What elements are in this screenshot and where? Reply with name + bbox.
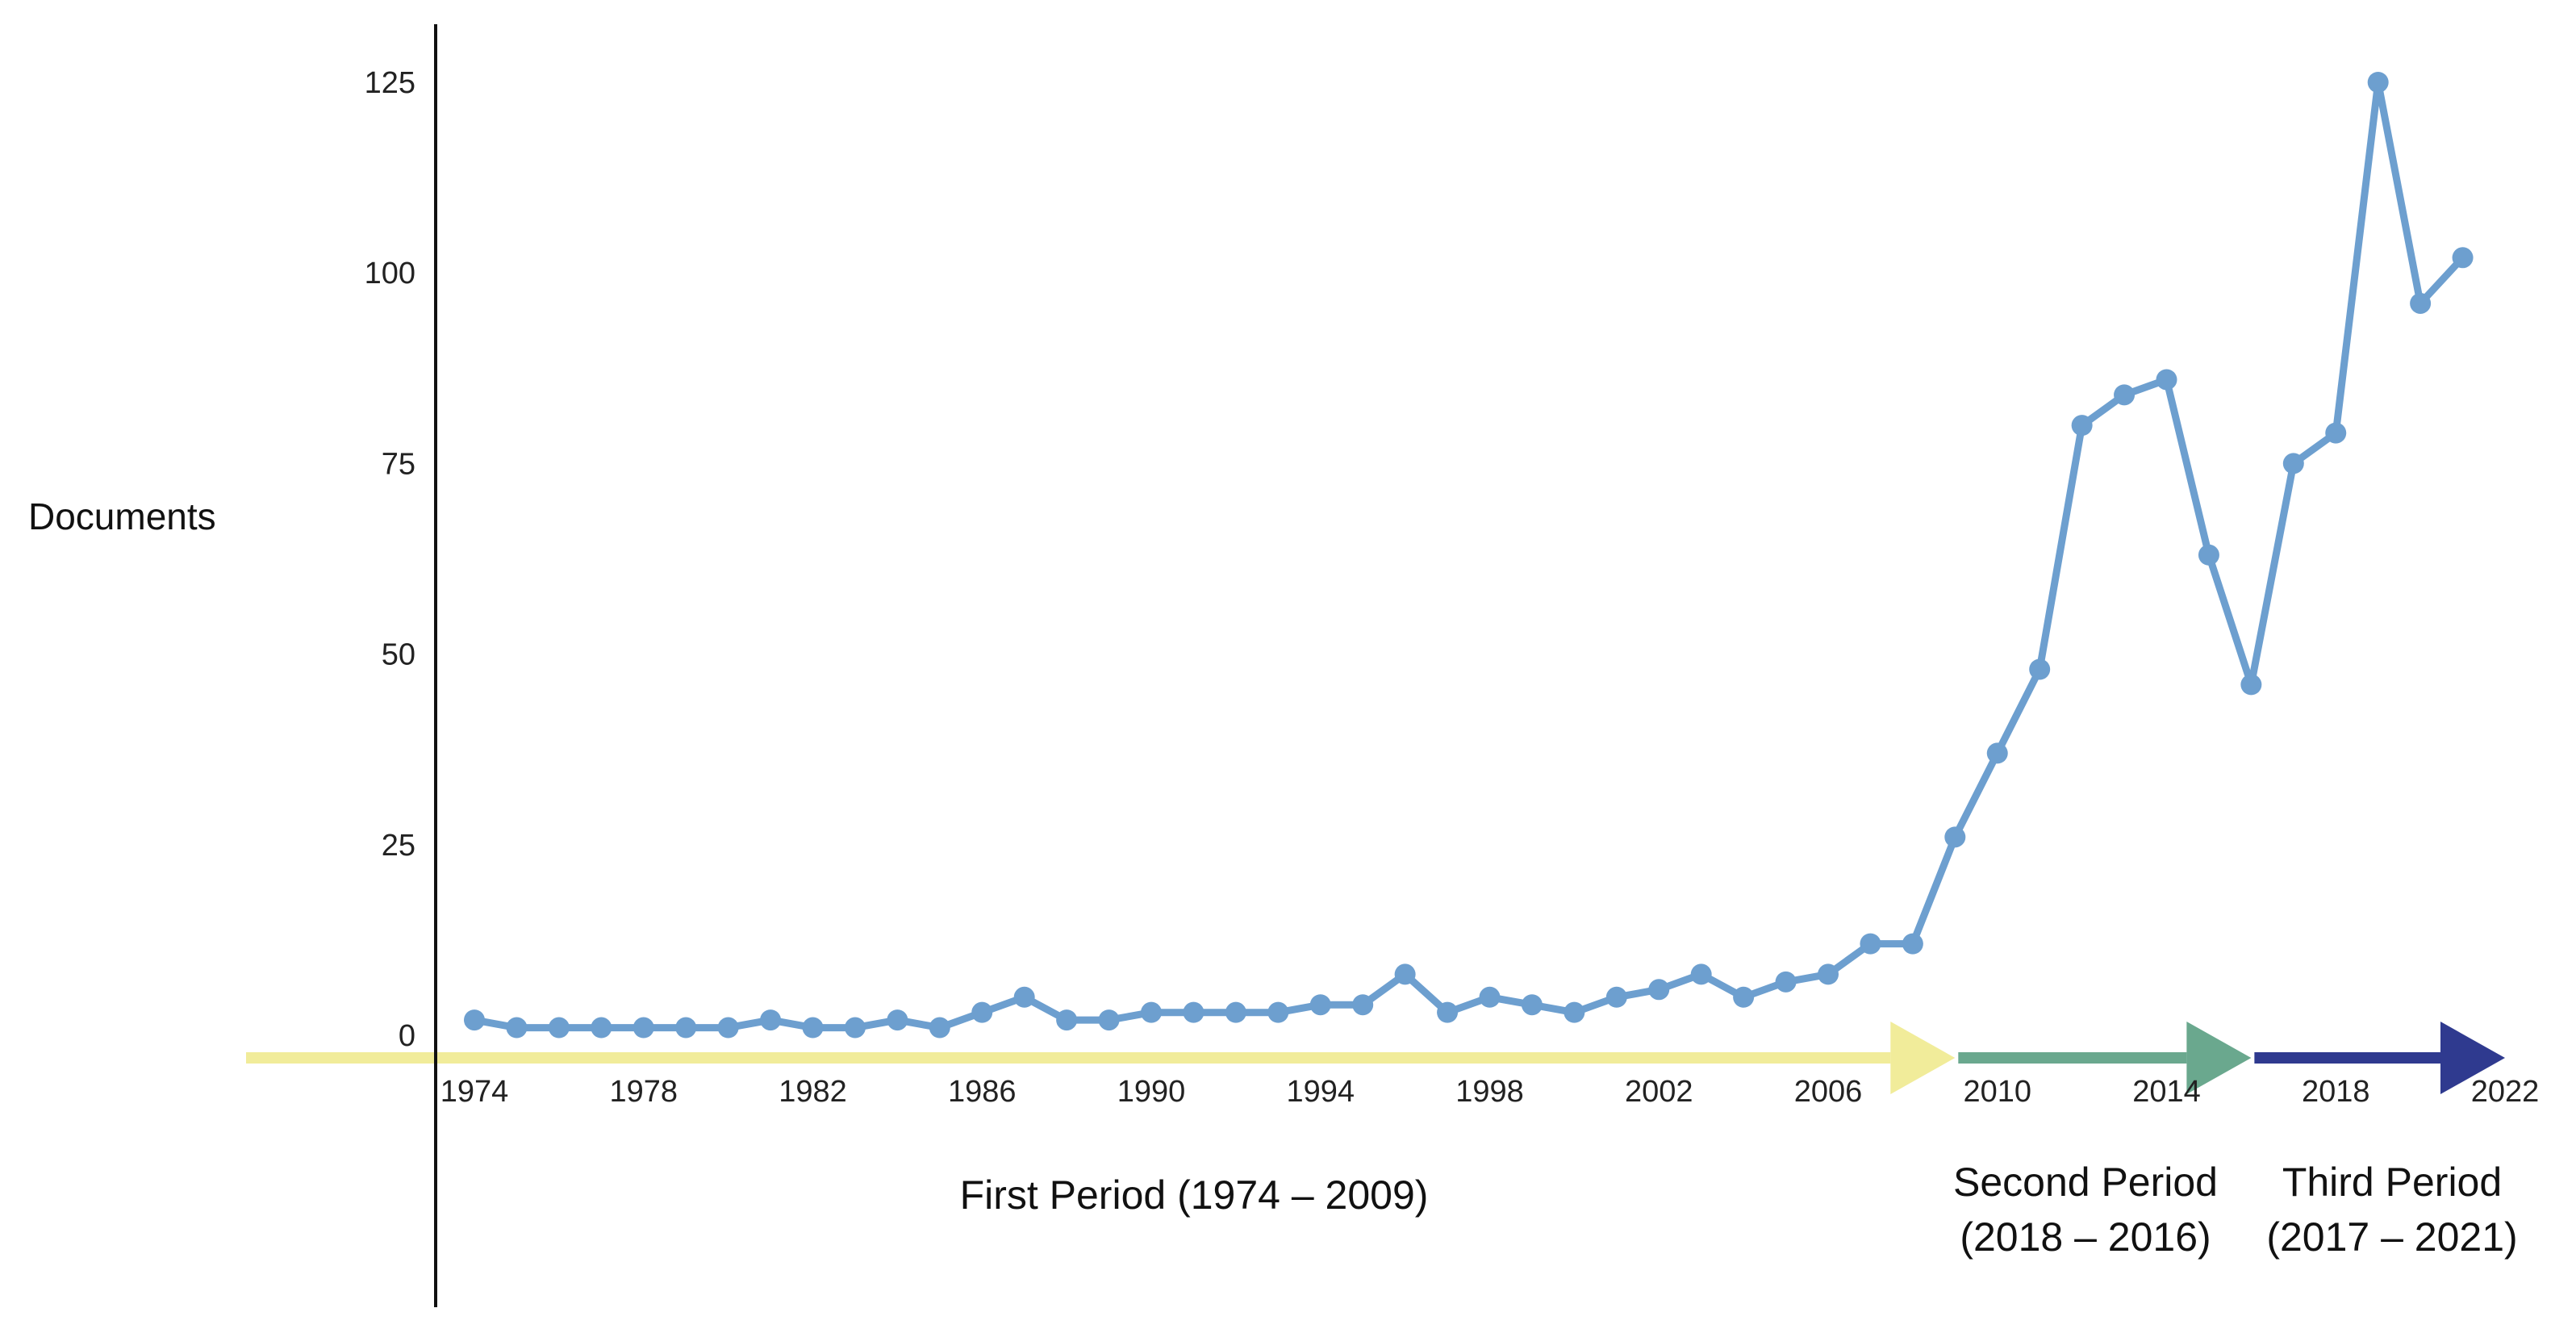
- data-point: [1860, 933, 1881, 955]
- x-tick-label: 2006: [1794, 1075, 1863, 1109]
- x-tick-label: 1974: [440, 1075, 509, 1109]
- x-tick-label: 1990: [1117, 1075, 1186, 1109]
- second-period-range: (2018 – 2016): [1960, 1214, 2211, 1260]
- x-tick-label: 2014: [2132, 1075, 2201, 1109]
- data-point: [1605, 986, 1627, 1008]
- series-layer: [464, 72, 2474, 1039]
- y-tick-label: 0: [399, 1019, 415, 1053]
- second-period-label: Second Period: [1953, 1160, 2218, 1205]
- data-point: [2410, 292, 2432, 314]
- data-point: [2198, 544, 2219, 566]
- labels-layer: Documents First Period (1974 – 2009) Sec…: [28, 495, 2518, 1260]
- y-tick-label: 125: [365, 66, 415, 100]
- period-3-arrowhead: [2440, 1022, 2505, 1094]
- data-point: [2367, 72, 2389, 93]
- data-point: [844, 1017, 866, 1039]
- x-tick-label: 1986: [948, 1075, 1017, 1109]
- x-tick-label: 2018: [2302, 1075, 2370, 1109]
- x-tick-label: 2010: [1963, 1075, 2031, 1109]
- data-point: [1479, 986, 1501, 1008]
- x-tick-label: 2002: [1625, 1075, 1693, 1109]
- series-line: [470, 78, 2467, 1032]
- first-period-label: First Period (1974 – 2009): [960, 1172, 1429, 1218]
- period-2-arrowhead: [2186, 1022, 2252, 1094]
- data-point: [2071, 415, 2093, 437]
- period-1-bar: [246, 1052, 1891, 1064]
- data-point: [1056, 1009, 1078, 1031]
- data-point: [1013, 986, 1035, 1008]
- data-point: [1521, 994, 1543, 1016]
- data-point: [887, 1009, 908, 1031]
- data-point: [1309, 994, 1331, 1016]
- data-point: [1267, 1001, 1289, 1023]
- data-point: [1775, 971, 1797, 993]
- x-tick-label: 2022: [2471, 1075, 2540, 1109]
- data-point: [591, 1017, 612, 1039]
- y-tick-label: 50: [382, 638, 415, 672]
- x-tick-label: 1982: [779, 1075, 847, 1109]
- y-tick-label: 75: [382, 447, 415, 481]
- data-point: [2325, 422, 2347, 444]
- data-point: [1648, 979, 1670, 1001]
- data-point: [1902, 933, 1923, 955]
- data-point: [548, 1017, 570, 1039]
- data-point: [760, 1009, 782, 1031]
- data-point: [1818, 963, 1839, 985]
- data-point: [1564, 1001, 1585, 1023]
- data-point: [929, 1017, 950, 1039]
- data-point: [802, 1017, 824, 1039]
- y-tick-labels: 0 25 50 75 100 125: [365, 66, 415, 1053]
- data-point: [1352, 994, 1374, 1016]
- third-period-range: (2017 – 2021): [2266, 1214, 2517, 1260]
- data-point: [1986, 742, 2008, 764]
- x-tick-label: 1998: [1455, 1075, 1524, 1109]
- data-point: [464, 1009, 485, 1031]
- data-point: [675, 1017, 697, 1039]
- data-point: [1225, 1001, 1246, 1023]
- period-arrows: [246, 1022, 2505, 1094]
- data-point: [2029, 658, 2051, 680]
- data-point: [1690, 963, 1712, 985]
- data-point: [2240, 674, 2262, 696]
- data-point: [2114, 384, 2136, 406]
- x-tick-labels: 1974 1978 1982 1986 1990 1994 1998 2002 2006 2010…: [440, 1075, 2540, 1109]
- y-tick-label: 100: [365, 257, 415, 290]
- data-point: [2282, 453, 2304, 474]
- data-point: [1733, 986, 1755, 1008]
- data-point: [2452, 247, 2474, 269]
- y-tick-label: 25: [382, 829, 415, 863]
- data-point: [717, 1017, 739, 1039]
- x-tick-label: 1978: [609, 1075, 678, 1109]
- data-point: [633, 1017, 654, 1039]
- data-point: [971, 1001, 993, 1023]
- third-period-label: Third Period: [2282, 1160, 2502, 1205]
- data-point: [1394, 963, 1416, 985]
- data-point: [1098, 1009, 1120, 1031]
- data-point: [1141, 1001, 1162, 1023]
- period-3-bar: [2254, 1052, 2440, 1064]
- data-point: [1183, 1001, 1204, 1023]
- x-tick-label: 1994: [1286, 1075, 1355, 1109]
- period-1-arrowhead: [1890, 1022, 1956, 1094]
- data-point: [506, 1017, 528, 1039]
- data-point: [1437, 1001, 1459, 1023]
- data-point: [1944, 826, 1966, 848]
- period-2-bar: [1958, 1052, 2187, 1064]
- y-axis-title: Documents: [28, 495, 216, 537]
- data-point: [2156, 369, 2177, 391]
